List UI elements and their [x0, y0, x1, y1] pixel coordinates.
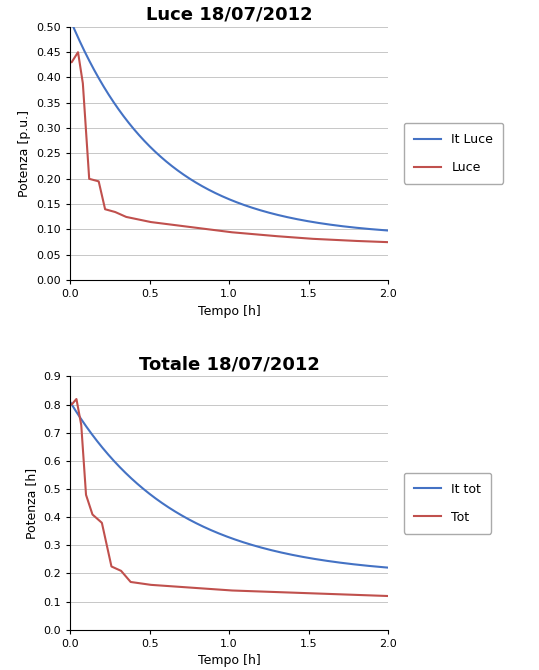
Title: Luce 18/07/2012: Luce 18/07/2012	[146, 6, 313, 24]
Luce	[203, 225, 209, 233]
Title: Totale 18/07/2012: Totale 18/07/2012	[139, 356, 320, 373]
Legend: It Luce, Luce: It Luce, Luce	[404, 123, 503, 184]
Luce	[385, 238, 391, 246]
Tot	[203, 585, 209, 593]
It tot	[203, 524, 209, 532]
It tot	[122, 469, 129, 477]
Tot	[73, 395, 80, 403]
X-axis label: Tempo [h]: Tempo [h]	[198, 305, 260, 318]
Line: Luce: Luce	[70, 52, 388, 242]
Tot	[385, 592, 391, 600]
Tot	[344, 590, 351, 598]
Tot	[103, 540, 110, 548]
Tot	[189, 584, 196, 592]
It tot	[189, 517, 195, 525]
It Luce	[344, 223, 351, 231]
Luce	[379, 238, 385, 246]
Line: It Luce: It Luce	[70, 19, 388, 230]
It tot	[103, 448, 110, 456]
Luce	[75, 48, 81, 56]
Line: It tot: It tot	[70, 402, 388, 567]
Y-axis label: Potenza [p.u.]: Potenza [p.u.]	[18, 110, 31, 197]
Luce	[103, 206, 110, 214]
Tot	[122, 572, 129, 580]
Luce	[67, 58, 73, 66]
Luce	[189, 223, 196, 231]
Luce	[344, 237, 351, 245]
Luce	[122, 212, 129, 220]
It tot	[344, 559, 351, 567]
It Luce	[378, 226, 385, 234]
Tot	[67, 401, 73, 409]
It tot	[385, 563, 391, 572]
It Luce	[67, 15, 73, 23]
Line: Tot: Tot	[70, 399, 388, 596]
Legend: It tot, Tot: It tot, Tot	[404, 472, 491, 533]
Tot	[379, 592, 385, 600]
It tot	[67, 398, 73, 406]
Y-axis label: Potenza [h]: Potenza [h]	[25, 468, 38, 539]
It Luce	[203, 184, 209, 192]
It Luce	[189, 176, 195, 184]
It tot	[378, 563, 385, 571]
It Luce	[122, 115, 129, 123]
X-axis label: Tempo [h]: Tempo [h]	[198, 655, 260, 667]
It Luce	[385, 226, 391, 234]
It Luce	[103, 87, 110, 95]
